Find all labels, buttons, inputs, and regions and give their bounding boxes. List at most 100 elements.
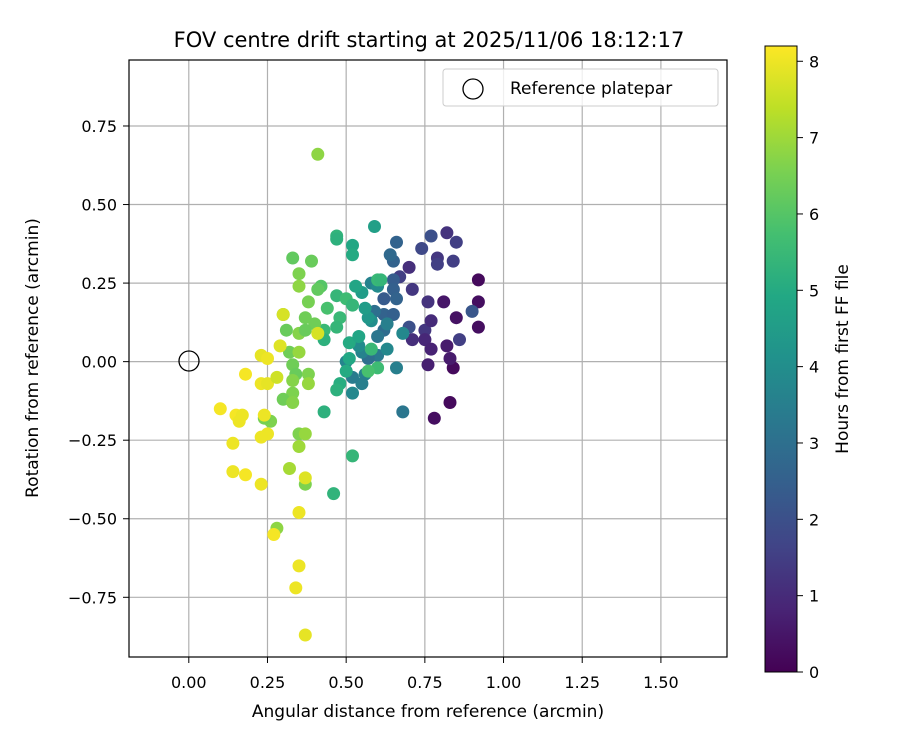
data-point xyxy=(427,411,441,425)
data-point xyxy=(311,282,325,296)
data-point xyxy=(226,436,240,450)
x-tick-label: 0.00 xyxy=(171,673,207,692)
x-tick-label: 1.50 xyxy=(643,673,679,692)
data-point xyxy=(446,254,460,268)
data-point xyxy=(286,386,300,400)
y-axis-ticks: −0.75 −0.50 −0.25 0.00 0.25 0.50 0.75 xyxy=(68,117,129,607)
data-point xyxy=(339,364,353,378)
x-axis-ticks: 0.00 0.25 0.50 0.75 1.00 1.25 1.50 xyxy=(171,657,679,692)
data-point xyxy=(364,342,378,356)
data-point xyxy=(267,528,281,541)
data-point xyxy=(232,414,246,428)
colorbar-frame xyxy=(764,45,798,673)
data-point xyxy=(346,386,359,400)
data-point xyxy=(383,248,397,262)
data-point xyxy=(342,336,356,350)
y-tick-label: −0.50 xyxy=(68,510,117,529)
data-point xyxy=(402,260,416,274)
data-point xyxy=(213,402,227,416)
data-point xyxy=(471,320,485,334)
data-point xyxy=(286,396,300,409)
y-tick-label: −0.25 xyxy=(68,431,117,450)
data-point xyxy=(405,282,419,296)
data-point xyxy=(305,254,318,268)
data-point xyxy=(349,279,363,293)
data-point xyxy=(443,396,457,409)
x-tick-label: 0.25 xyxy=(250,673,286,692)
colorbar-tick-label: 8 xyxy=(809,52,819,71)
data-point xyxy=(358,301,372,315)
data-point xyxy=(254,430,268,444)
colorbar-ticks: 0 1 2 3 4 5 6 7 8 xyxy=(797,52,819,682)
reference-marker xyxy=(178,350,200,372)
data-point xyxy=(368,220,381,233)
x-tick-label: 1.25 xyxy=(564,673,600,692)
data-point xyxy=(418,333,432,347)
colorbar-tick-label: 7 xyxy=(809,129,819,148)
data-point xyxy=(298,311,312,325)
y-tick-label: 0.75 xyxy=(81,117,117,136)
colorbar: 0 1 2 3 4 5 6 7 8 Hours from first FF file xyxy=(764,45,853,682)
chart-title: FOV centre drift starting at 2025/11/06 … xyxy=(174,28,685,52)
data-point xyxy=(320,301,334,315)
data-point xyxy=(424,314,438,328)
data-point xyxy=(261,377,274,391)
data-point xyxy=(257,408,271,422)
data-point xyxy=(390,292,403,306)
data-points xyxy=(213,147,485,642)
data-point xyxy=(465,304,479,318)
colorbar-tick-label: 5 xyxy=(809,281,819,300)
data-point xyxy=(440,226,454,240)
data-point xyxy=(276,308,290,321)
data-point xyxy=(377,292,391,306)
data-point xyxy=(279,323,293,337)
data-point xyxy=(301,377,315,391)
data-point xyxy=(239,367,252,381)
data-point xyxy=(292,440,306,453)
data-point xyxy=(361,364,375,378)
data-point xyxy=(298,323,312,337)
plot-frame xyxy=(128,59,728,658)
data-point xyxy=(437,295,451,309)
data-point xyxy=(421,358,435,372)
data-point xyxy=(380,317,394,331)
data-point xyxy=(346,298,359,312)
data-point xyxy=(283,345,296,359)
colorbar-tick-label: 1 xyxy=(809,587,819,606)
data-point xyxy=(327,487,341,501)
data-point xyxy=(311,147,325,161)
colorbar-gradient xyxy=(765,46,797,672)
legend-reference-icon xyxy=(462,78,484,100)
data-point xyxy=(346,449,359,463)
data-point xyxy=(355,377,369,391)
data-point xyxy=(424,229,438,243)
data-point xyxy=(390,235,403,249)
data-point xyxy=(371,330,385,343)
data-point xyxy=(286,374,300,387)
y-tick-label: 0.50 xyxy=(81,196,117,215)
data-point xyxy=(374,273,388,287)
data-point xyxy=(292,506,306,519)
data-point xyxy=(311,326,325,340)
x-tick-label: 1.00 xyxy=(486,673,522,692)
data-point xyxy=(261,352,274,365)
data-point xyxy=(430,257,444,271)
data-point xyxy=(292,559,306,573)
legend-reference-label: Reference platepar xyxy=(510,79,672,99)
legend: Reference platepar xyxy=(442,68,719,107)
colorbar-label: Hours from first FF file xyxy=(833,264,853,454)
data-point xyxy=(346,238,359,252)
data-point xyxy=(449,235,463,249)
data-point xyxy=(443,352,457,365)
data-point xyxy=(440,339,454,353)
data-point xyxy=(471,295,485,309)
data-point xyxy=(342,352,356,365)
data-point xyxy=(471,273,485,287)
data-point xyxy=(298,427,312,441)
data-point xyxy=(317,405,331,419)
data-point xyxy=(226,465,240,479)
data-point xyxy=(286,251,300,265)
y-tick-label: −0.75 xyxy=(68,588,117,607)
colorbar-tick-label: 6 xyxy=(809,205,819,224)
